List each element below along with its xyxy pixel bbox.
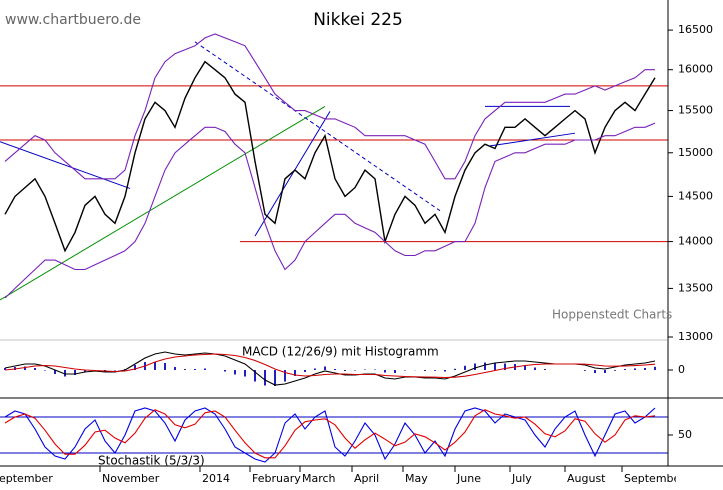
y-tick-label: 16000 [678,63,713,76]
histogram-bar [474,364,476,371]
histogram-bar [44,370,46,371]
histogram-bar [384,370,386,373]
histogram-bar [434,370,436,371]
histogram-bar [194,369,196,370]
macd-title: MACD (12/26/9) mit Histogramm [242,345,439,359]
x-tick-label: April [354,472,379,485]
histogram-bar [374,370,376,371]
y-tick-label: 13500 [678,281,713,294]
y-tick-label: 13000 [678,330,713,343]
histogram-bar [324,367,326,371]
histogram-bar [404,370,406,371]
histogram-bar [174,367,176,370]
histogram-bar [364,370,366,371]
histogram-bar [344,370,346,371]
x-tick-label: June [456,472,481,485]
histogram-bar [424,370,426,371]
chart-title: Nikkei 225 [313,10,403,30]
histogram-bar [304,370,306,372]
y-tick-label: 14000 [678,235,713,248]
histogram-bar [164,363,166,370]
histogram-bar [524,366,526,371]
histogram-bar [184,369,186,370]
x-tick-label: 2014 [202,472,230,485]
histogram-bar [354,370,356,371]
histogram-bar [394,370,396,373]
x-tick-label: May [405,472,428,485]
watermark: www.chartbuero.de [5,12,141,28]
histogram-bar [264,370,266,386]
histogram-bar [654,367,656,370]
histogram-bar [154,362,156,370]
y-tick-label: 15000 [678,146,713,159]
histogram-bar [274,370,276,386]
x-tick-label: November [102,472,160,485]
histogram-bar [484,363,486,371]
histogram-bar [244,370,246,377]
histogram-bar [624,369,626,370]
histogram-bar [544,369,546,370]
histogram-bar [204,369,206,371]
histogram-bar [644,368,646,370]
y-tick-label: 15500 [678,104,713,117]
stoch-title: Stochastik (5/3/3) [98,454,205,468]
histogram-bar [594,370,596,373]
histogram-bar [314,369,316,371]
histogram-bar [34,368,36,370]
histogram-bar [444,370,446,372]
x-tick-label: August [567,472,606,485]
x-tick-label: July [511,472,532,485]
histogram-bar [464,366,466,370]
histogram-bar [584,370,586,371]
histogram-bar [234,370,236,375]
histogram-bar [454,369,456,370]
histogram-bar [114,370,116,371]
histogram-bar [334,369,336,370]
y-tick-label: 0 [678,363,685,376]
histogram-bar [224,370,226,372]
y-tick-label: 14500 [678,189,713,202]
y-tick-label: 50 [678,428,692,441]
x-tick-label: February [252,472,301,485]
histogram-bar [614,370,616,371]
x-tick-label: September [0,472,53,485]
histogram-bar [604,370,606,373]
source: Hoppenstedt Charts [552,308,672,322]
y-tick-label: 16500 [678,23,713,36]
histogram-bar [534,368,536,371]
x-tick-label: March [302,472,336,485]
histogram-bar [634,368,636,370]
